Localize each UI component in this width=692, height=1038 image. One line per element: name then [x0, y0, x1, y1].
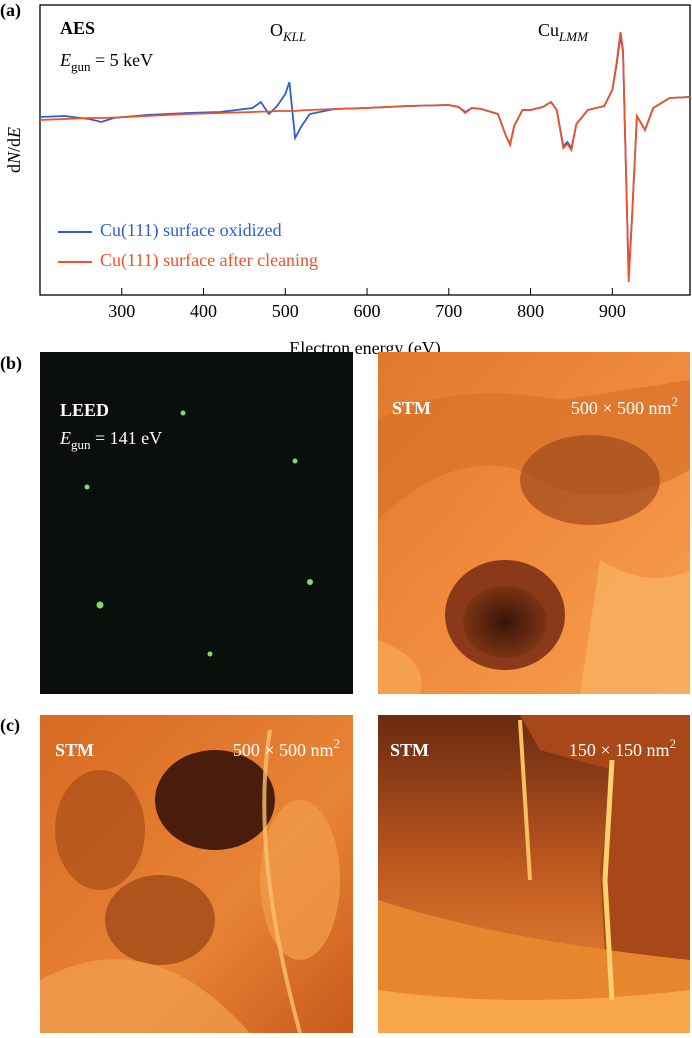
annotation: Egun = 5 keV	[59, 50, 153, 74]
annotation: CuLMM	[538, 20, 589, 44]
scale-label: 500 × 500 nm2	[571, 394, 678, 418]
panel-label: (c)	[0, 715, 20, 736]
text: E	[4, 127, 24, 139]
x-tick-label: 300	[108, 301, 135, 321]
plot-frame	[39, 4, 691, 296]
superscript: 2	[334, 736, 341, 751]
text: N	[4, 151, 24, 165]
annotation: AES	[60, 18, 95, 38]
x-tick-label: 900	[599, 301, 626, 321]
spectrum-chart: AES Egun = 5 keV OKLL CuLMM Electron ene…	[4, 4, 691, 359]
symbol: E	[59, 50, 71, 70]
subscript: KLL	[282, 29, 306, 44]
text: d	[4, 164, 24, 173]
text: 500 × 500 nm	[571, 398, 672, 418]
subscript: gun	[71, 59, 91, 74]
stm-image: STM 500 × 500 nm2	[40, 715, 353, 1033]
series-line	[39, 31, 691, 283]
y-axis-label: dN/dE	[4, 127, 24, 173]
text: = 5 keV	[91, 50, 154, 70]
image-label: LEED	[60, 400, 109, 420]
image-label: STM	[392, 398, 431, 418]
text: Cu	[538, 20, 559, 40]
subscript: gun	[71, 437, 91, 452]
panel-label: (b)	[0, 353, 22, 374]
superscript: 2	[670, 736, 677, 751]
image-caption: Egun = 141 eV	[59, 428, 162, 452]
image-label: STM	[55, 740, 94, 760]
subscript: LMM	[558, 29, 589, 44]
text: /d	[4, 138, 24, 152]
image-label: STM	[390, 740, 429, 760]
x-tick-label: 800	[517, 301, 544, 321]
text: O	[270, 20, 283, 40]
x-tick-label: 700	[435, 301, 462, 321]
superscript: 2	[672, 394, 679, 409]
stm-image: STM 150 × 150 nm2	[378, 715, 690, 1033]
scale-label: 150 × 150 nm2	[569, 736, 676, 760]
x-tick-label: 400	[190, 301, 217, 321]
x-tick-label: 600	[354, 301, 381, 321]
annotation: OKLL	[270, 20, 306, 44]
stm-image: STM 500 × 500 nm2	[378, 352, 690, 694]
symbol: E	[59, 428, 71, 448]
panel-label: (a)	[0, 0, 21, 21]
x-tick-label: 500	[272, 301, 299, 321]
legend-label: Cu(111) surface after cleaning	[100, 250, 318, 271]
scale-label: 500 × 500 nm2	[233, 736, 340, 760]
legend-label: Cu(111) surface oxidized	[100, 220, 282, 241]
text: 500 × 500 nm	[233, 740, 334, 760]
leed-image: LEED Egun = 141 eV	[40, 352, 353, 694]
text: 150 × 150 nm	[569, 740, 670, 760]
text: = 141 eV	[91, 428, 163, 448]
